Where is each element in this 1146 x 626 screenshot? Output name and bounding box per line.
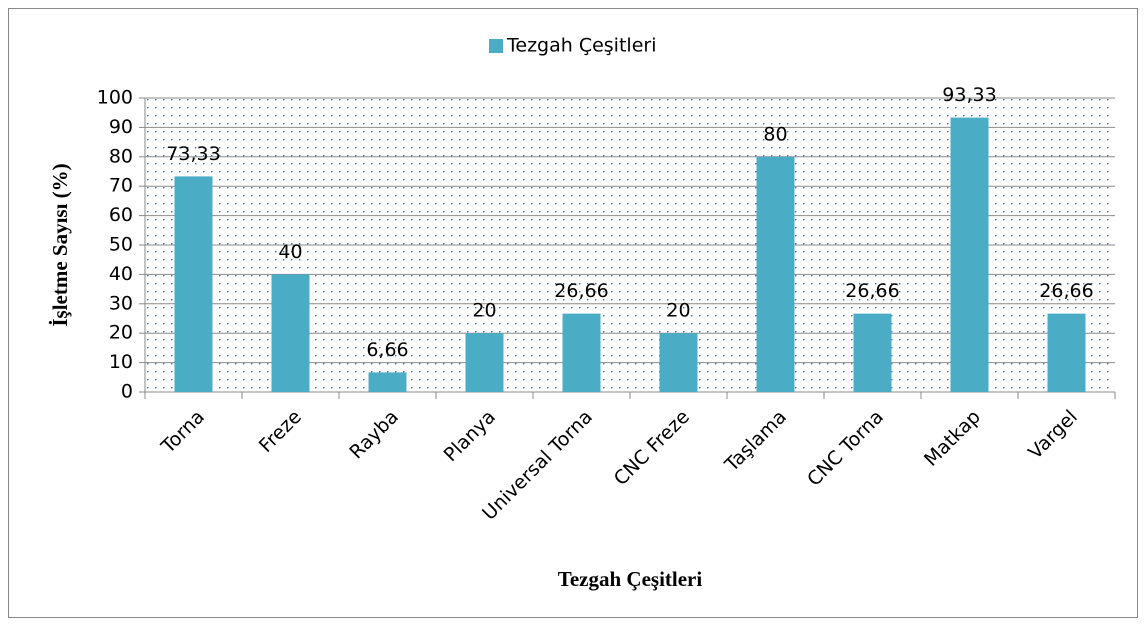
- value-label: 73,33: [166, 143, 220, 165]
- value-label: 93,33: [942, 84, 996, 106]
- y-tick-label: 60: [109, 204, 133, 226]
- value-label: 26,66: [1039, 280, 1093, 302]
- bar: [368, 372, 407, 392]
- bar: [853, 313, 892, 392]
- y-tick-label: 70: [109, 175, 133, 197]
- y-tick-label: 20: [109, 322, 133, 344]
- value-label: 20: [472, 300, 496, 322]
- value-label: 80: [763, 123, 787, 145]
- y-axis-label: İşletme Sayısı (%): [48, 163, 72, 326]
- y-tick-label: 80: [109, 145, 133, 167]
- value-label: 26,66: [554, 280, 608, 302]
- value-label: 20: [666, 300, 690, 322]
- bar: [271, 274, 310, 392]
- x-axis-label: Tezgah Çeşitleri: [558, 567, 703, 591]
- y-tick-label: 90: [109, 116, 133, 138]
- bar: [174, 176, 213, 392]
- legend-swatch: [489, 39, 503, 53]
- y-tick-label: 30: [109, 292, 133, 314]
- y-tick-label: 40: [109, 263, 133, 285]
- bar: [659, 333, 698, 392]
- value-label: 26,66: [845, 280, 899, 302]
- bar: [562, 313, 601, 392]
- value-label: 40: [278, 241, 302, 263]
- y-tick-label: 0: [121, 381, 133, 403]
- y-tick-label: 50: [109, 234, 133, 256]
- y-tick-label: 100: [97, 87, 133, 109]
- bar: [1047, 313, 1086, 392]
- legend-label: Tezgah Çeşitleri: [506, 35, 656, 57]
- bar: [465, 333, 504, 392]
- value-label: 6,66: [366, 339, 408, 361]
- y-tick-label: 10: [109, 351, 133, 373]
- bar: [950, 117, 989, 392]
- bar: [756, 156, 795, 392]
